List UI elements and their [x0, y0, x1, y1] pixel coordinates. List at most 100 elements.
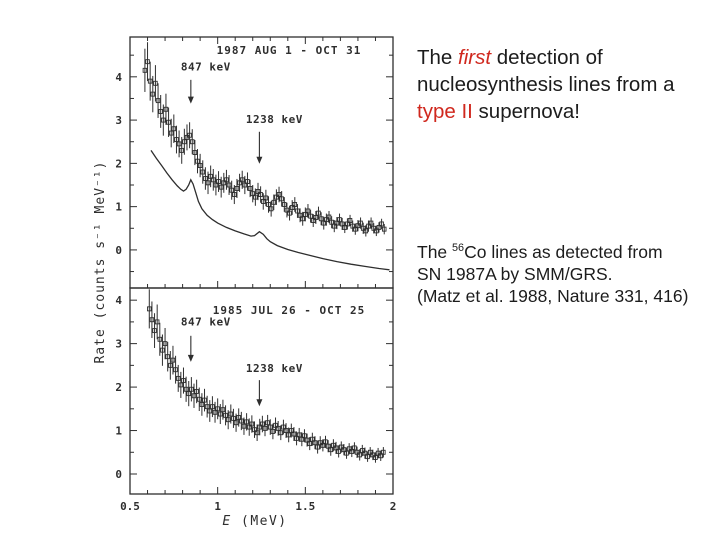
data-point [221, 180, 227, 186]
data-point [154, 319, 160, 325]
annotation-arrowhead [256, 399, 263, 407]
data-point [371, 225, 376, 231]
data-point [354, 449, 360, 455]
panel-frame [129, 287, 394, 495]
data-point [373, 455, 378, 460]
data-point [279, 196, 284, 202]
data-point [316, 210, 321, 216]
data-point [173, 367, 178, 373]
data-point [239, 418, 244, 424]
data-point [323, 439, 328, 445]
data-point [324, 217, 329, 223]
data-point [213, 182, 219, 188]
data-point [176, 141, 182, 147]
data-point [294, 435, 299, 441]
data-point [182, 139, 187, 145]
data-point [378, 453, 383, 459]
data-point [349, 448, 355, 454]
data-point [147, 306, 152, 312]
caption-text: Co lines as detected from [464, 242, 663, 262]
data-point [212, 409, 218, 415]
data-point [352, 445, 357, 451]
annotation-arrowhead [256, 156, 263, 164]
x-tick-label: 0.5 [120, 500, 140, 513]
data-point [145, 59, 150, 65]
data-point [153, 80, 158, 86]
data-point [155, 98, 161, 104]
data-point [178, 382, 184, 388]
data-point [282, 202, 287, 207]
data-point [232, 192, 237, 197]
data-point [268, 206, 274, 212]
data-point [257, 424, 262, 430]
headline-text: supernova! [472, 100, 580, 123]
data-point [281, 424, 286, 430]
data-point [157, 336, 163, 342]
data-point [375, 450, 381, 456]
data-point [261, 198, 266, 204]
data-point [215, 406, 220, 412]
data-point [370, 452, 376, 458]
headline-typeii-emphasis: type II [417, 100, 473, 123]
data-point [208, 173, 213, 179]
data-point [318, 216, 324, 222]
panel-frame [129, 36, 394, 289]
data-point [321, 220, 326, 226]
data-point [250, 191, 255, 197]
data-point [358, 220, 363, 226]
data-point [296, 432, 302, 438]
data-point [247, 186, 253, 191]
data-point [191, 393, 197, 399]
y-tick-label: 1 [115, 201, 122, 214]
line-energy-label: 1238 keV [246, 113, 303, 126]
data-point [325, 443, 331, 449]
data-point [160, 347, 165, 353]
data-point [183, 386, 189, 392]
data-point [203, 176, 208, 181]
annotation-arrowhead [187, 354, 194, 362]
data-point [339, 221, 345, 227]
panel-title: 1987 AUG 1 - OCT 31 [217, 44, 362, 57]
data-point [161, 117, 166, 123]
data-point [170, 357, 176, 363]
data-point [194, 388, 199, 394]
data-point [274, 194, 279, 200]
y-tick-label: 4 [115, 294, 122, 307]
data-point [347, 218, 353, 223]
data-point [368, 220, 374, 226]
data-point [289, 428, 294, 433]
data-point [181, 378, 186, 384]
data-point [168, 362, 173, 368]
y-tick-label: 0 [115, 468, 122, 481]
data-point [339, 444, 344, 450]
data-point [362, 450, 368, 456]
data-point [366, 223, 371, 229]
data-point [231, 415, 236, 421]
caption-text: The [417, 242, 453, 262]
data-point [357, 452, 362, 458]
data-point [310, 436, 315, 442]
data-point [334, 220, 340, 226]
data-point [147, 78, 153, 84]
data-point [297, 212, 303, 218]
data-point [307, 441, 312, 447]
data-point [150, 91, 156, 97]
data-point [367, 449, 373, 455]
data-point [286, 432, 291, 438]
data-point [317, 440, 323, 446]
data-point [379, 221, 384, 227]
data-point [195, 158, 200, 164]
y-tick-label: 3 [115, 114, 122, 127]
data-point [224, 177, 229, 183]
data-point [262, 425, 268, 431]
line-energy-label: 1238 keV [246, 362, 303, 375]
data-point [270, 428, 276, 434]
data-point [216, 179, 221, 184]
data-point [365, 454, 370, 460]
data-point [229, 187, 234, 193]
caption-text: SN 1987A by SMM/GRS. [417, 264, 613, 284]
data-point [200, 169, 206, 175]
data-point [245, 179, 250, 184]
panel-title: 1985 JUL 26 - OCT 25 [213, 304, 365, 317]
